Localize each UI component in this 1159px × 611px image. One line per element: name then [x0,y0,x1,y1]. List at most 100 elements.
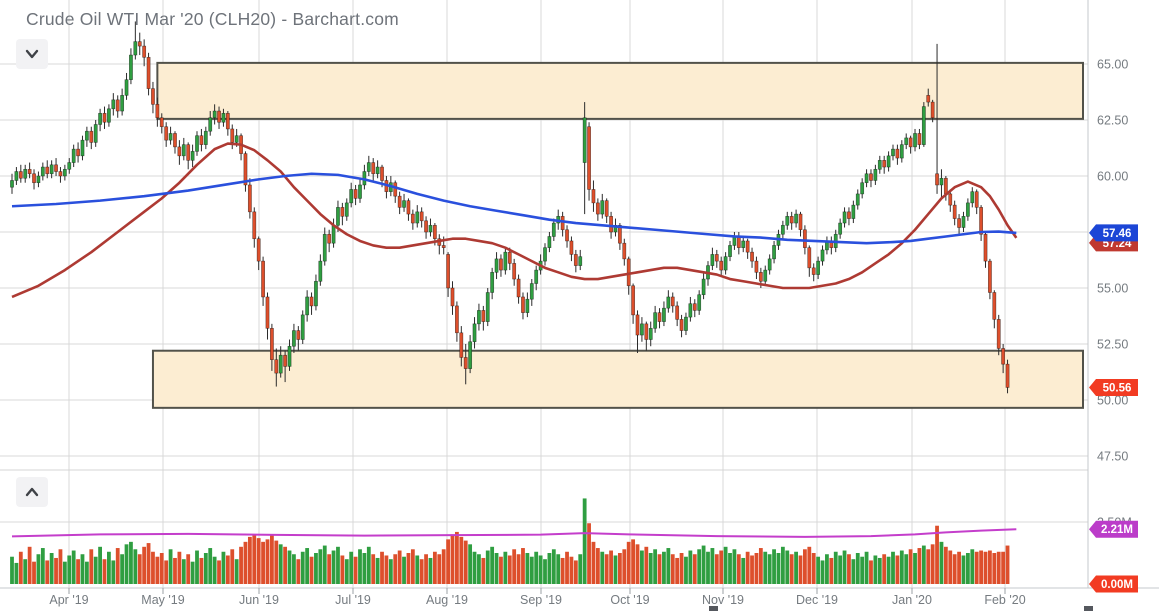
volume-bar [543,559,547,584]
candle-body [794,213,798,224]
candle-body [723,256,728,271]
candle-body [353,189,358,199]
y-axis-label: 50.00 [1097,394,1128,408]
volume-bar [173,557,177,584]
candle-body [336,207,340,226]
volume-bar [397,550,402,584]
volume-bar [168,549,173,584]
candle-body [617,224,622,244]
volume-bar [626,541,631,584]
candle-body [93,124,98,143]
candle-body [27,168,32,175]
volume-bar [419,559,424,584]
x-axis-label: Nov '19 [702,593,744,607]
volume-bar [195,550,199,584]
candle-body [882,160,887,168]
scroll-handle-right[interactable] [1084,606,1093,611]
volume-bar [622,549,627,584]
candle-body [142,45,147,58]
candle-body [573,254,578,266]
candle-body [983,233,988,262]
volume-bar [952,554,957,584]
candle-body [287,345,292,367]
candle-body [80,139,85,157]
candle-body [908,137,913,148]
volume-bar [939,541,944,584]
volume-pane-collapse-button[interactable] [16,477,48,507]
x-axis-label: Aug '19 [426,593,468,607]
volume-bar [877,557,882,584]
candle-body [455,305,459,334]
volume-bar [410,549,415,584]
candle-body [847,211,851,219]
volume-bar [450,534,455,584]
candle-body [710,254,715,266]
candle-body [468,341,473,369]
candle-body [582,117,587,163]
volume-bar [631,539,636,584]
volume-bar [582,498,587,584]
candle-body [115,99,120,112]
candle-body [300,314,305,340]
scroll-handle-left[interactable] [709,606,718,611]
volume-bar [604,554,609,584]
candle-body [873,168,878,181]
volume-bar [71,550,76,584]
volume-bar [424,554,428,584]
candle-body [957,218,961,228]
volume-bar [855,553,860,584]
volume-bar [763,551,768,584]
candle-body [838,222,843,235]
candle-body [212,110,217,119]
volume-bar [133,549,138,584]
x-axis-label: Feb '20 [984,593,1025,607]
ma-slow-line [11,172,1017,245]
volume-bar [609,550,613,584]
candle-body [560,216,565,231]
volume-bar [1001,551,1006,584]
candle-body [635,314,640,336]
volume-bar [151,551,155,584]
volume-bar [644,546,649,584]
candle-body [49,164,54,175]
volume-bar [32,561,36,584]
volume-bar [190,561,195,584]
volume-bar [124,544,129,584]
x-axis-label: Dec '19 [796,593,838,607]
candle-body [76,148,80,157]
volume-bar [666,548,671,584]
candle-body [899,144,904,159]
volume-zero-badge: 0.00M [1089,575,1138,593]
y-axis-label: 55.00 [1097,282,1128,296]
candle-body [864,173,869,184]
volume-bar [503,551,508,584]
candle-body [477,310,481,325]
candle-body [107,108,111,123]
candle-body [67,162,72,170]
candle-body [415,211,420,224]
candle-body [146,56,151,89]
candle-body [802,229,807,248]
candle-body [780,224,785,235]
candle-body [675,305,680,320]
candle-body [644,323,649,340]
candle-body [952,204,957,219]
volume-bar [538,555,543,584]
candle-body [278,354,283,374]
volume-bar [772,549,776,584]
candle-body [697,294,702,311]
volume-bar [965,553,970,584]
candle-body [877,160,882,170]
volume-bar [67,555,72,584]
volume-bar [300,551,305,584]
volume-bar [710,548,715,584]
x-axis-labels: Apr '19 May '19 Jun '19 Jul '19 Aug '19 Sep '… [49,593,1025,607]
candle-body [684,316,688,331]
price-pane-collapse-button[interactable] [16,39,48,69]
candle-body [314,280,318,307]
candle-body [331,224,336,244]
candle-body [988,260,992,293]
candle-body [472,323,477,343]
